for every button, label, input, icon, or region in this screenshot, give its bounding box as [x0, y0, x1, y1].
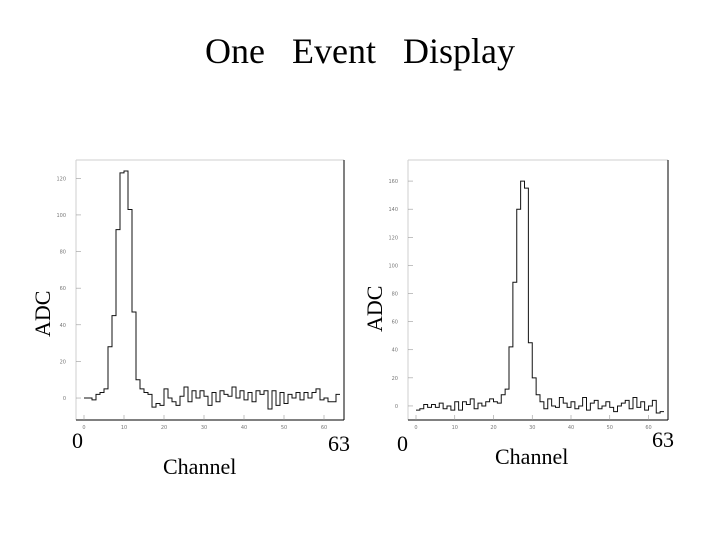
left-y-tick-label: 80	[60, 250, 66, 256]
left-y-tick-label: 120	[56, 176, 66, 182]
right-x-range-start: 0	[397, 431, 408, 456]
left-x-axis-label: Channel	[163, 454, 237, 479]
right-y-tick-label: 20	[392, 376, 398, 382]
right-y-axis-label: ADC	[362, 285, 387, 332]
right-x-tick-label: 20	[490, 425, 496, 431]
right-y-tick-label: 80	[392, 292, 398, 298]
right-y-tick-label: 100	[388, 263, 398, 269]
left-x-tick-label: 0	[82, 425, 85, 431]
right-x-tick-label: 0	[414, 425, 417, 431]
right-x-tick-label: 30	[529, 425, 535, 431]
left-x-tick-label: 60	[321, 425, 327, 431]
right-x-axis-label: Channel	[495, 444, 569, 469]
right-y-tick-label: 140	[388, 207, 398, 213]
page-title: One Event Display	[205, 31, 515, 71]
left-y-tick-label: 20	[60, 359, 66, 365]
right-y-tick-label: 40	[392, 348, 398, 354]
left-y-tick-label: 60	[60, 286, 66, 292]
right-adc-histogram	[416, 180, 664, 414]
left-adc-histogram	[84, 170, 340, 410]
right-y-tick-label: 60	[392, 320, 398, 326]
left-x-tick-label: 10	[121, 425, 127, 431]
left-y-axis-label: ADC	[30, 290, 55, 337]
left-y-tick-label: 40	[60, 323, 66, 329]
left-x-tick-label: 30	[201, 425, 207, 431]
right-x-tick-label: 50	[607, 425, 613, 431]
left-x-range-end: 63	[328, 431, 350, 456]
left-x-tick-label: 40	[241, 425, 247, 431]
right-x-tick-label: 40	[568, 425, 574, 431]
right-x-tick-label: 10	[452, 425, 458, 431]
left-x-tick-label: 20	[161, 425, 167, 431]
right-y-tick-label: 160	[388, 179, 398, 185]
left-y-tick-label: 100	[56, 213, 66, 219]
right-y-tick-label: 0	[395, 404, 398, 410]
left-x-tick-label: 50	[281, 425, 287, 431]
left-y-tick-label: 0	[63, 396, 66, 402]
right-x-tick-label: 60	[645, 425, 651, 431]
left-x-range-start: 0	[72, 428, 83, 453]
right-y-tick-label: 120	[388, 235, 398, 241]
right-x-range-end: 63	[652, 427, 674, 452]
